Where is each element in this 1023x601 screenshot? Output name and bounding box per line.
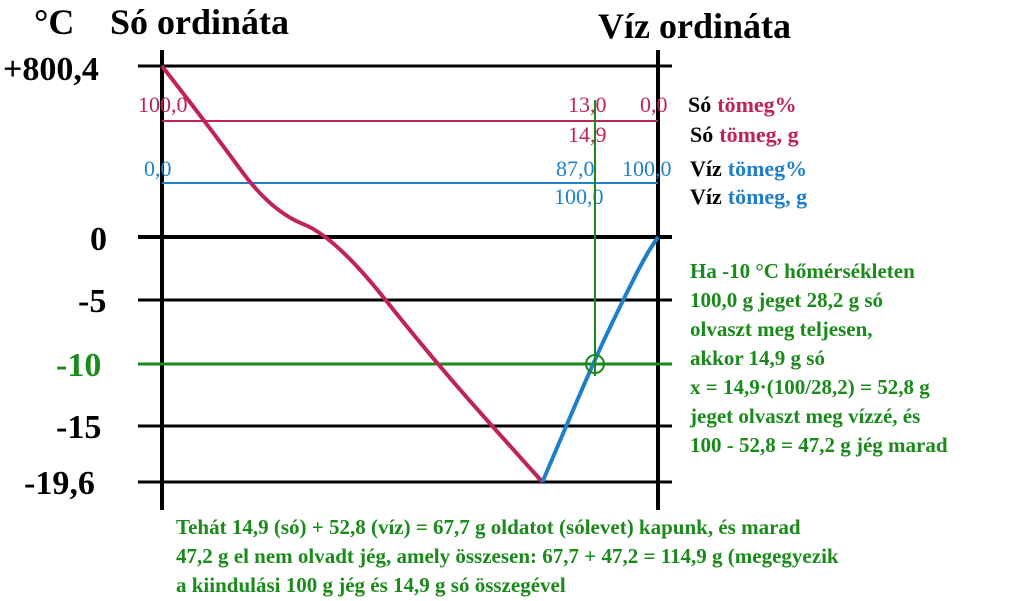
water-percent-mid: 87,0 [556, 156, 595, 181]
tick-minus-5: -5 [78, 283, 106, 320]
bottom-note: Tehát 14,9 (só) + 52,8 (víz) = 67,7 g ol… [176, 515, 839, 597]
water-curve [540, 235, 660, 483]
bottom-note-line: Tehát 14,9 (só) + 52,8 (víz) = 67,7 g ol… [176, 515, 801, 539]
salt-mass-mid: 14,9 [568, 122, 607, 147]
bottom-note-line: a kiindulási 100 g jég és 14,9 g só össz… [176, 573, 566, 597]
side-note-line: x = 14,9·(100/28,2) = 52,8 g [690, 375, 930, 399]
water-ordinate-title: Víz ordináta [598, 6, 791, 46]
curve-layer [160, 64, 660, 484]
unit-label: °C [34, 2, 74, 42]
water-mass-label: Víz tömeg, g [690, 184, 807, 209]
tick-800-4: +800,4 [3, 51, 99, 88]
salt-ordinate-title: Só ordináta [110, 2, 289, 42]
water-percent-label: Víz tömeg% [690, 156, 807, 181]
side-note-line: olvaszt meg teljesen, [690, 317, 873, 341]
side-note-line: 100,0 g jeget 28,2 g só [690, 288, 883, 312]
water-percent-right: 100,0 [622, 156, 672, 181]
side-note-line: 100 - 52,8 = 47,2 g jég marad [690, 433, 948, 457]
tick-minus-19-6: -19,6 [24, 465, 95, 502]
salt-percent-right: 0,0 [640, 92, 668, 117]
tick-0: 0 [90, 221, 107, 258]
salt-percent-left: 100,0 [138, 92, 188, 117]
side-note-line: jeget olvaszt meg vízzé, és [689, 404, 920, 428]
side-note: Ha -10 °C hőmérsékleten 100,0 g jeget 28… [689, 259, 948, 457]
side-note-line: akkor 14,9 g só [690, 346, 825, 370]
tick-minus-10: -10 [56, 347, 101, 384]
tick-minus-15: -15 [56, 409, 101, 446]
salt-percent-mid: 13,0 [568, 92, 607, 117]
salt-mass-label: Só tömeg, g [690, 122, 799, 147]
water-mass-mid: 100,0 [554, 184, 604, 209]
salt-curve [160, 64, 544, 484]
salt-percent-label: Só tömeg% [688, 92, 797, 117]
side-note-line: Ha -10 °C hőmérsékleten [690, 259, 915, 283]
water-percent-left: 0,0 [144, 156, 172, 181]
composition-marker-circle [585, 354, 605, 374]
bottom-note-line: 47,2 g el nem olvadt jég, amely összesen… [176, 544, 839, 568]
